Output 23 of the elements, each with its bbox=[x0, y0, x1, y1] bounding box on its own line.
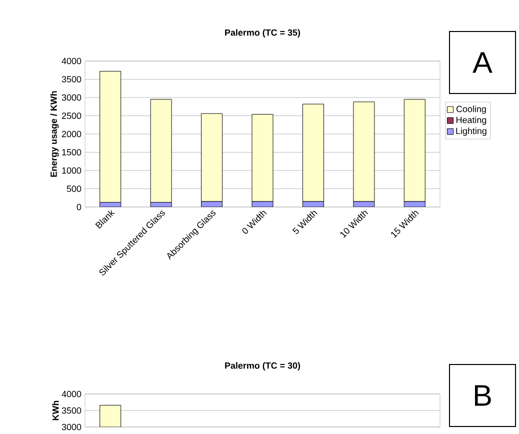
y-tick-label: 500 bbox=[66, 186, 82, 192]
y-tick-label: 3000 bbox=[62, 94, 82, 101]
chart-title: Palermo (TC = 35) bbox=[225, 29, 300, 38]
y-tick-label: 4000 bbox=[62, 58, 82, 64]
bar bbox=[150, 99, 172, 203]
text: A bbox=[472, 52, 492, 73]
y-tick-label: 4000 bbox=[62, 390, 82, 398]
legend-label: Cooling bbox=[456, 106, 486, 114]
y-axis-title: KWh bbox=[52, 400, 59, 420]
text: B bbox=[474, 385, 491, 406]
chart-title: Palermo (TC = 30) bbox=[225, 362, 300, 371]
y-axis-title: Energy usage / KWh bbox=[50, 91, 59, 177]
bar bbox=[100, 71, 122, 203]
legend-label: Lighting bbox=[456, 128, 486, 136]
y-tick-label: 3500 bbox=[62, 76, 82, 83]
y-tick-label: 0 bbox=[76, 204, 82, 210]
y-tick-label: 1000 bbox=[62, 167, 82, 174]
y-tick-label: 1500 bbox=[62, 149, 82, 156]
y-tick-label: 2500 bbox=[62, 112, 82, 120]
y-tick-label: 3000 bbox=[62, 424, 82, 430]
y-tick-label: 2000 bbox=[62, 130, 82, 138]
y-tick-label: 3500 bbox=[62, 407, 82, 414]
legend-label: Heating bbox=[456, 116, 486, 125]
